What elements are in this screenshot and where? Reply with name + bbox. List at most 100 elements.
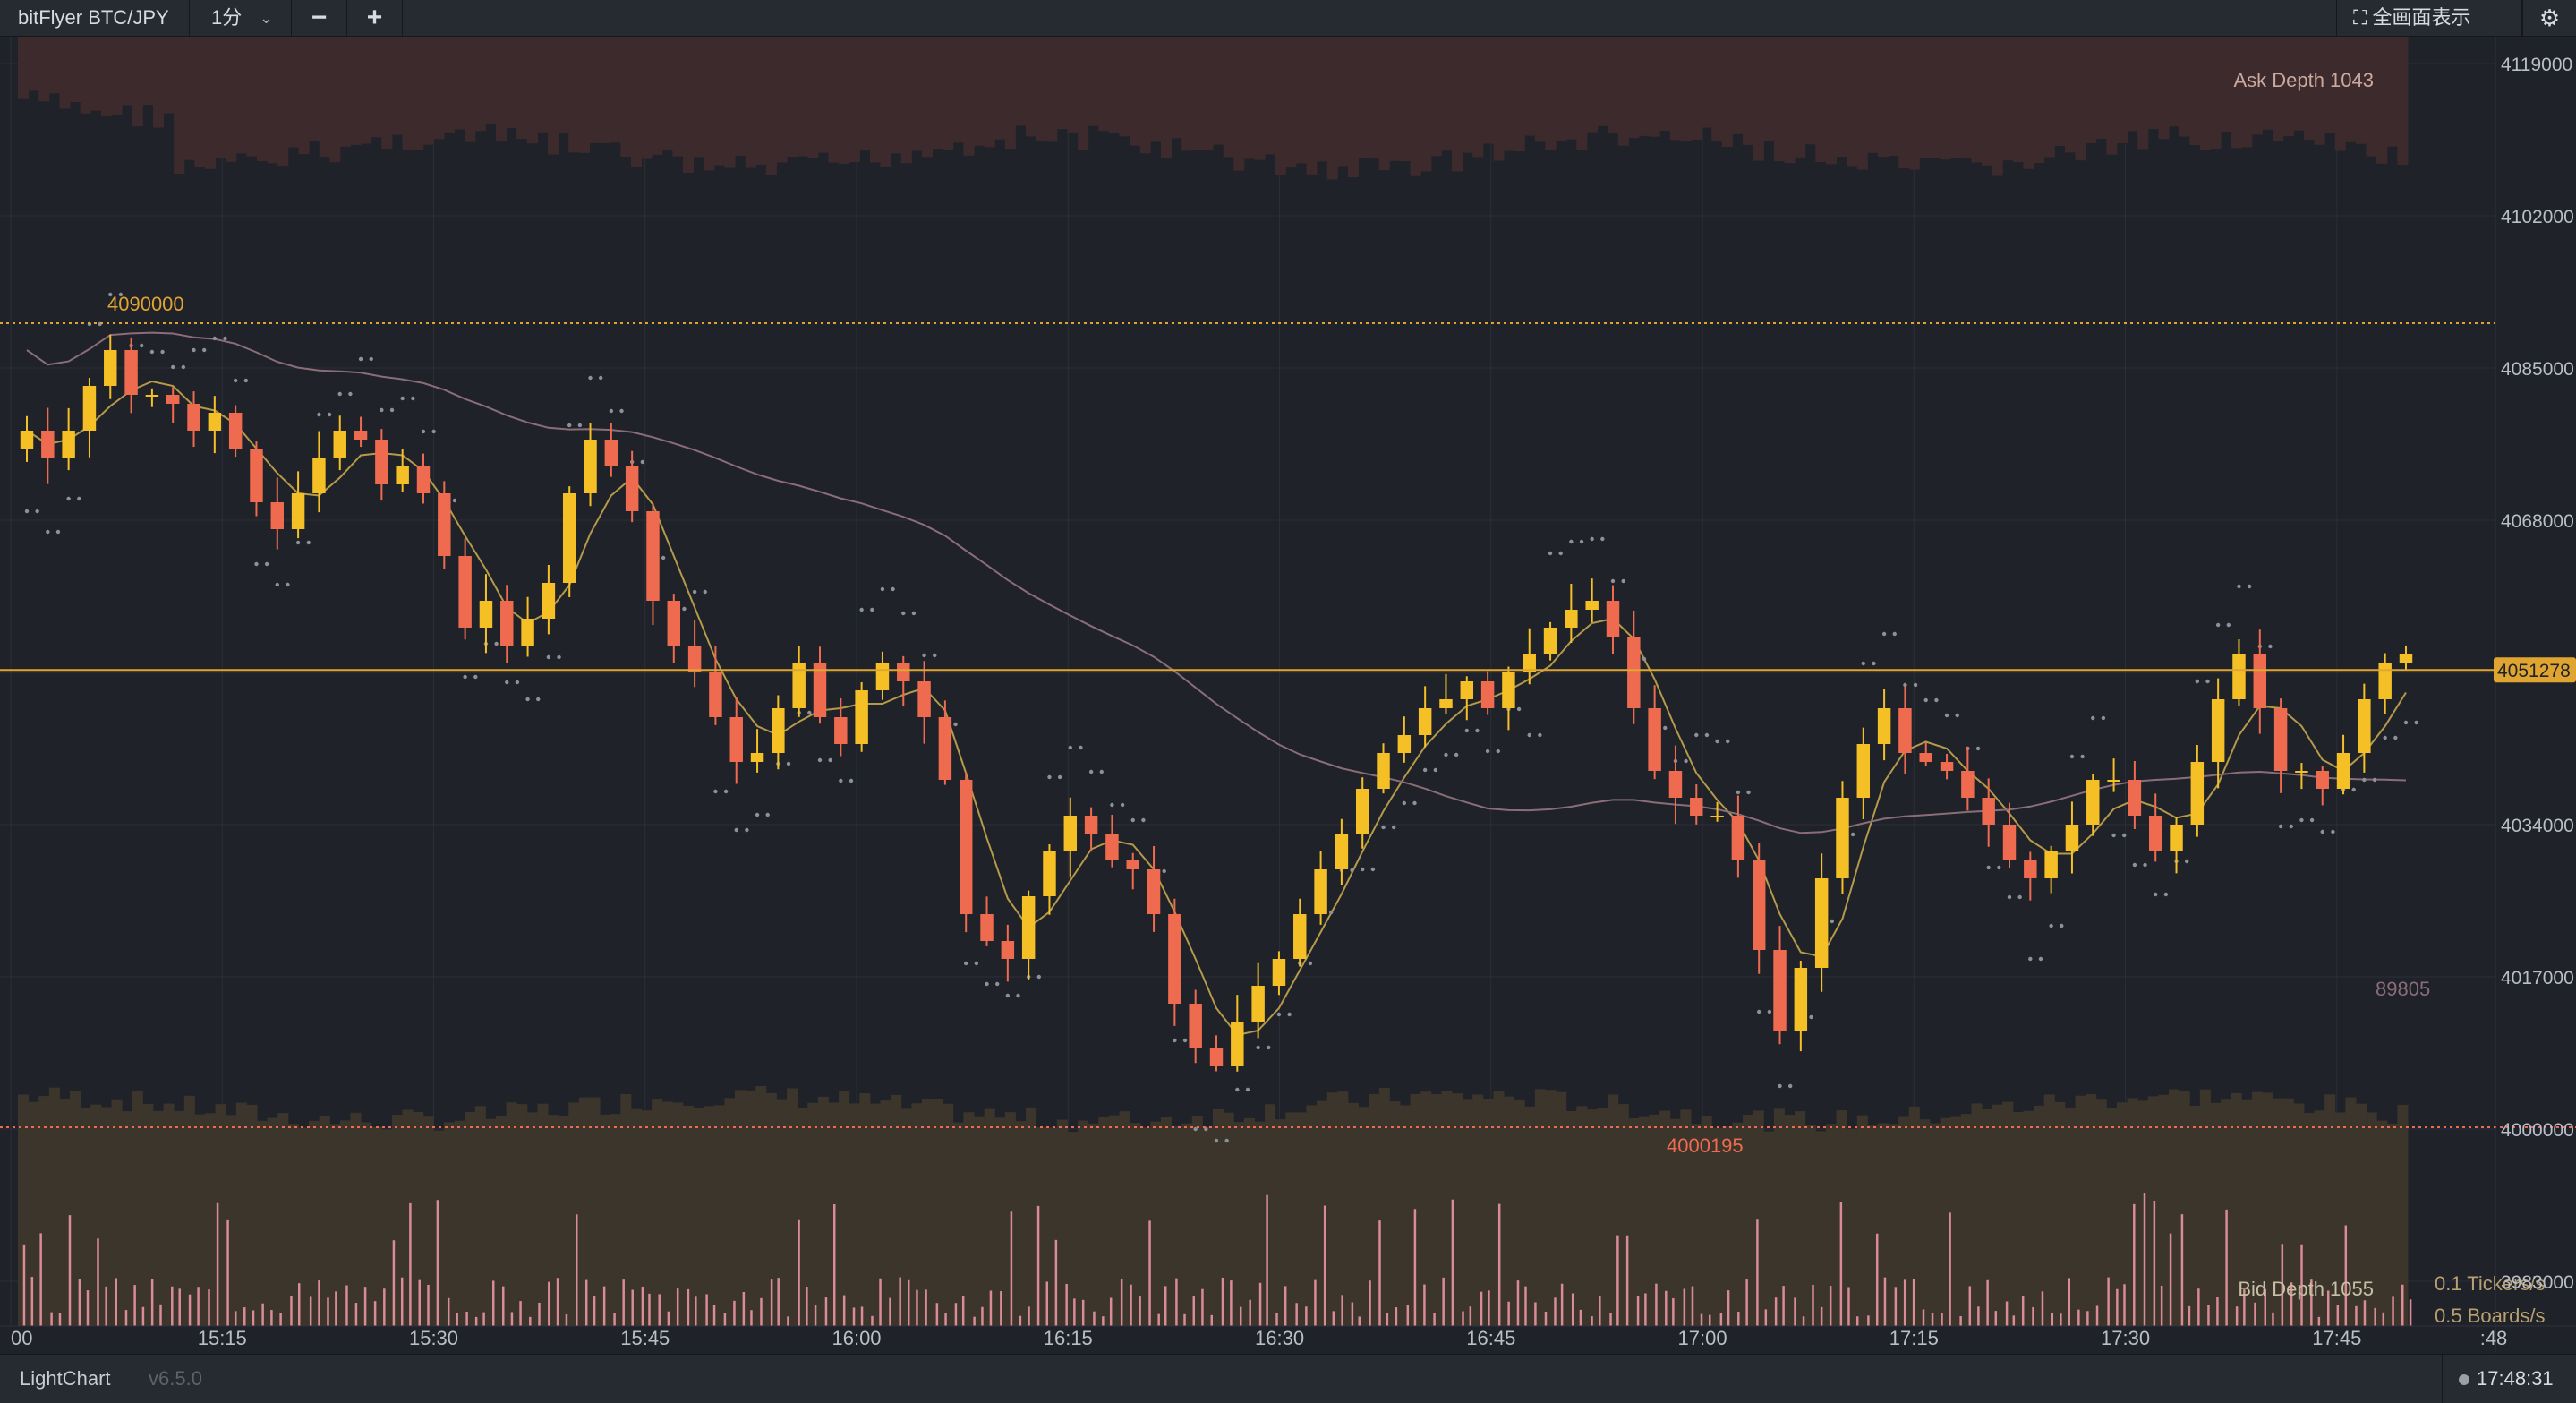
psar-dot — [849, 778, 854, 783]
psar-dot — [1809, 1014, 1813, 1020]
bid-depth-bar — [1940, 1117, 1951, 1326]
bid-depth-bar — [2355, 1103, 2367, 1326]
psar-dot — [452, 498, 457, 503]
ask-depth-bar — [1056, 37, 1068, 130]
price-chart[interactable]: 4090000 4000195 Ask Depth 1043 Bid Depth 10… — [0, 37, 2576, 1353]
settings-button[interactable]: ⚙ — [2522, 0, 2576, 36]
ask-depth-bar — [1378, 37, 1390, 171]
candle-body — [438, 493, 451, 556]
psar-dot — [337, 391, 342, 397]
bid-depth-bar — [1514, 1099, 1525, 1326]
ask-depth-bar — [267, 37, 278, 164]
bid-depth-bar — [932, 1099, 943, 1326]
bid-depth-bar — [381, 1129, 393, 1326]
ask-depth-bar — [932, 37, 943, 150]
ask-depth-bar — [1732, 37, 1744, 134]
psar-dot — [2122, 833, 2127, 838]
candle-body — [2107, 780, 2120, 782]
ask-depth-bar — [1669, 37, 1681, 141]
ask-depth-bar — [18, 37, 30, 99]
bid-depth-bar — [1213, 1108, 1224, 1326]
bid-depth-bar — [526, 1112, 538, 1326]
bid-depth-bar — [1950, 1116, 1962, 1326]
bid-depth-bar — [578, 1097, 590, 1326]
psar-dot — [1276, 1012, 1282, 1017]
ask-depth-bar — [1795, 37, 1806, 158]
candle-body — [375, 440, 388, 484]
gear-icon: ⚙ — [2538, 4, 2561, 31]
bid-depth-bar — [963, 1112, 975, 1326]
bid-depth-bar — [80, 1108, 91, 1326]
pair-label[interactable]: bitFlyer BTC/JPY — [0, 0, 190, 36]
ask-depth-bar — [1586, 37, 1599, 133]
bid-depth-bar — [1441, 1091, 1453, 1326]
low-marker-label: 4000195 — [1667, 1134, 1744, 1157]
ask-depth-bar — [1098, 37, 1110, 132]
ask-depth-bar — [911, 37, 923, 151]
candle-body — [2378, 663, 2392, 699]
psar-dot — [2195, 679, 2200, 684]
candle-body — [124, 350, 138, 395]
bid-depth-bar — [59, 1099, 71, 1326]
ask-depth-bar — [2210, 37, 2222, 150]
high-marker-label: 4090000 — [107, 293, 184, 315]
psar-dot — [1975, 746, 1981, 751]
x-tick-label: 16:30 — [1255, 1327, 1304, 1349]
psar-dot — [1329, 910, 1334, 915]
psar-dot — [212, 336, 218, 341]
ask-depth-bar — [1514, 37, 1525, 152]
zoom-in-button[interactable]: + — [347, 0, 403, 36]
ask-depth-bar — [152, 37, 165, 128]
ask-depth-bar — [776, 37, 788, 163]
ask-depth-bar — [226, 37, 237, 162]
bid-depth-bar — [1472, 1094, 1484, 1326]
ask-depth-bar — [1088, 37, 1099, 126]
candle-body — [312, 458, 326, 493]
candle-body — [1209, 1048, 1224, 1066]
psar-dot — [598, 375, 603, 381]
ask-depth-bar — [1067, 37, 1079, 133]
ask-depth-bar — [1337, 37, 1349, 167]
ask-depth-bar — [204, 37, 217, 169]
candle-body — [834, 717, 848, 744]
candle-body — [62, 431, 75, 458]
version-label: v6.5.0 — [149, 1367, 202, 1390]
bid-depth-bar — [2303, 1112, 2316, 1326]
psar-dot — [1224, 1138, 1229, 1143]
bid-depth-bar — [152, 1110, 165, 1326]
bid-depth-bar — [1649, 1114, 1660, 1326]
candle-body — [1606, 601, 1620, 637]
psar-dot — [2403, 720, 2409, 725]
zoom-out-button[interactable]: − — [292, 0, 347, 36]
candle-body — [1731, 816, 1745, 860]
bid-depth-bar — [661, 1101, 673, 1326]
y-tick-label: 4085000 — [2501, 359, 2574, 380]
psar-dot — [1235, 1087, 1240, 1092]
bid-depth-bar — [2376, 1120, 2388, 1326]
bid-depth-bar — [298, 1127, 310, 1326]
ask-depth-bar — [1160, 37, 1173, 158]
psar-dot — [1287, 1012, 1292, 1017]
psar-dot — [2383, 735, 2387, 740]
ask-depth-bar — [2262, 37, 2273, 130]
ask-depth-bar — [2221, 37, 2232, 133]
candle-body — [2148, 816, 2162, 851]
bid-depth-bar — [18, 1094, 30, 1326]
candle-body — [1710, 816, 1724, 817]
ask-depth-bar — [2355, 37, 2367, 144]
candle-body — [2190, 762, 2205, 825]
ask-depth-bar — [1462, 37, 1473, 153]
psar-dot — [1684, 758, 1688, 764]
psar-dot — [1600, 536, 1605, 542]
psar-dot — [817, 757, 823, 763]
bid-depth-bar — [474, 1106, 486, 1326]
fullscreen-label: 全画面表示 — [2372, 6, 2471, 29]
bid-depth-bar — [2064, 1107, 2077, 1326]
psar-dot — [723, 789, 729, 794]
ask-depth-bar — [402, 37, 414, 150]
psar-dot — [2331, 829, 2335, 834]
psar-dot — [911, 611, 917, 616]
fullscreen-button[interactable]: ⛶ 全画面表示 — [2336, 0, 2522, 36]
bid-depth-bar — [1067, 1132, 1079, 1326]
timeframe-select[interactable]: 1分 ⌄ — [190, 0, 292, 36]
